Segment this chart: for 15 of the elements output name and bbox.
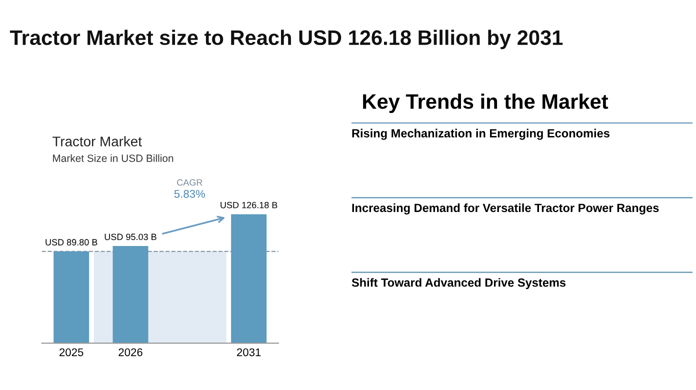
chart-title: Tractor Market [52, 136, 142, 146]
chart-subtitle: Market Size in USD Billion [53, 154, 174, 162]
data-label: USD 126.18 B [220, 202, 278, 208]
data-label: USD 89.80 B [46, 239, 98, 246]
x-tick-label: 2025 [60, 348, 84, 356]
data-label: USD 95.03 B [104, 234, 156, 240]
text: Key Trends in the Market [363, 94, 608, 114]
x-tick-label: 2026 [118, 348, 142, 356]
text: Rising Mechanization in Emerging Economies [352, 128, 610, 140]
text: CAGR [177, 179, 202, 186]
x-tick-label: 2031 [237, 348, 261, 356]
text: 5.83% [174, 190, 206, 198]
text: Shift Toward Advanced Drive Systems [352, 278, 566, 290]
text: Increasing Demand for Versatile Tractor Power Ranges [352, 203, 659, 214]
text: Tractor Market size to Reach USD 126.18 Billion by 2031 [10, 30, 563, 50]
